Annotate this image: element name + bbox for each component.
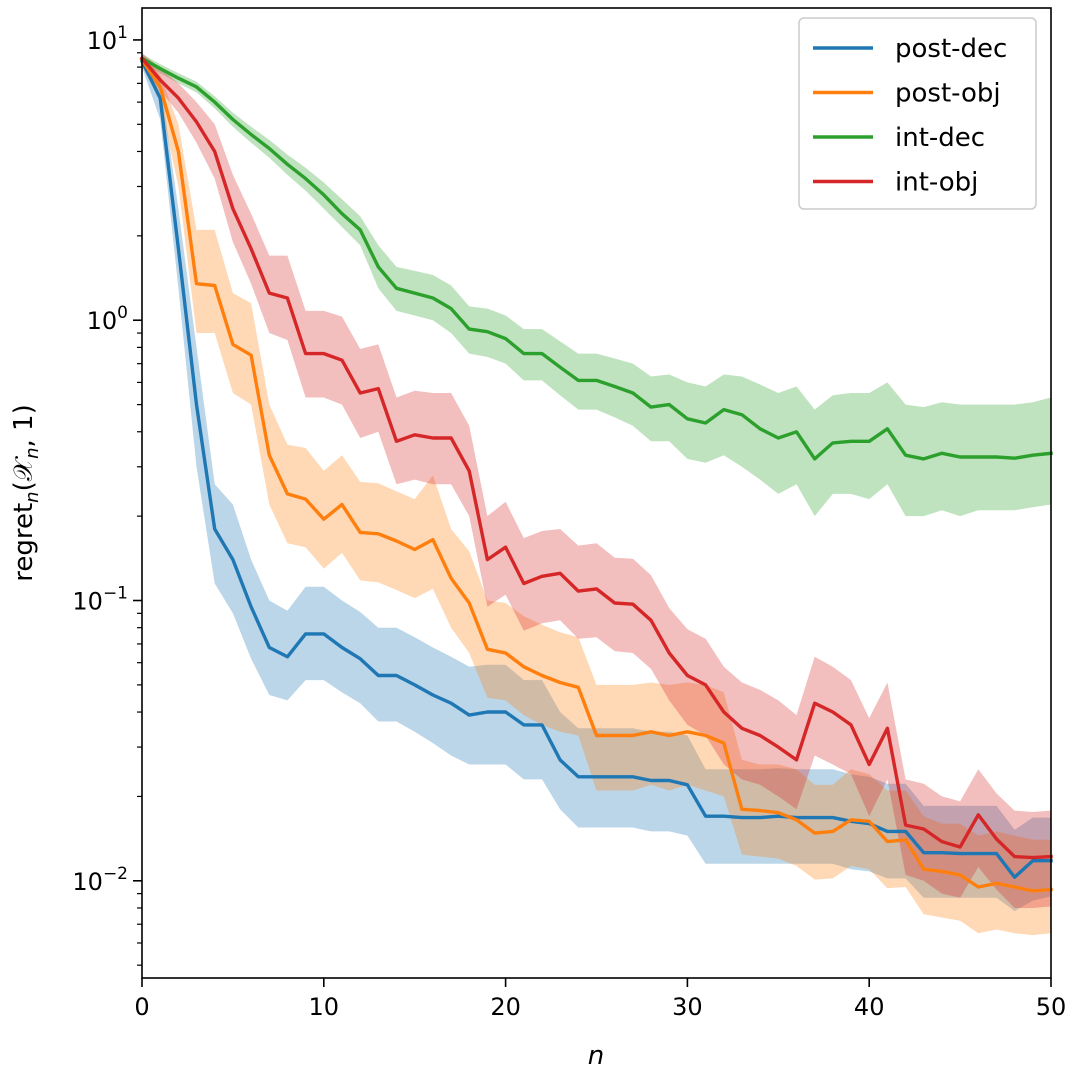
y-axis-label-sub: n [22,491,43,502]
legend-box [798,17,1037,210]
legend-label-post-obj: post-obj [895,79,1001,109]
x-axis-ticks: 0 10 20 30 40 50 [134,978,1066,1021]
line-int-dec [139,55,1053,461]
line-int-obj [139,55,1053,860]
y-tick-label: 100 [87,303,128,335]
legend-label-post-dec: post-dec [895,34,1007,64]
y-axis-label-args-sub: n [22,447,43,458]
x-tick-label: 10 [309,993,340,1021]
svg-text:regretn(𝒳n, 1): regretn(𝒳n, 1) [9,404,43,582]
line-post-obj [139,57,1053,893]
y-axis-label: regretn(𝒳n, 1) [9,404,43,582]
x-tick-label: 20 [490,993,521,1021]
y-axis-label-args: (𝒳 [9,455,39,491]
line-post-dec [139,58,1053,879]
x-tick-label: 0 [134,993,149,1021]
y-axis-label-base: regret [9,503,39,582]
x-tick-label: 40 [854,993,885,1021]
legend-label-int-dec: int-dec [895,123,985,153]
x-tick-label: 50 [1036,993,1067,1021]
legend: post-dec post-obj int-dec int-obj [798,17,1037,210]
plot-frame [141,7,1052,979]
x-tick-label: 30 [672,993,703,1021]
y-tick-label: 10−1 [72,584,128,616]
y-tick-label: 10−2 [72,864,128,896]
series-lines [139,55,1053,893]
legend-label-int-obj: int-obj [895,168,978,198]
band-post-dec [142,55,1051,911]
band-int-obj [142,52,1051,909]
x-axis-label: n [588,1041,604,1071]
y-axis-label-tail: , 1) [9,404,39,447]
y-tick-label: 101 [87,23,128,55]
band-int-dec [142,54,1051,517]
y-axis-ticks: 10−2 10−1 100 101 [72,23,142,966]
